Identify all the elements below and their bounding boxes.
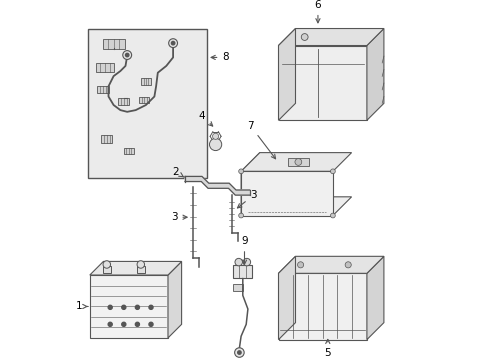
Bar (137, 266, 144, 273)
Circle shape (294, 158, 301, 165)
Circle shape (330, 169, 335, 174)
Polygon shape (241, 153, 351, 171)
Bar (287, 158, 308, 166)
Polygon shape (278, 256, 295, 339)
Circle shape (234, 348, 244, 357)
Text: 5: 5 (324, 339, 330, 357)
Circle shape (149, 305, 153, 309)
Circle shape (209, 138, 221, 150)
Circle shape (108, 305, 112, 309)
Text: 3: 3 (237, 190, 256, 208)
Circle shape (122, 305, 125, 309)
Polygon shape (90, 275, 168, 338)
Circle shape (237, 351, 241, 354)
Text: 9: 9 (241, 236, 247, 264)
Text: 6: 6 (314, 0, 321, 23)
Text: 3: 3 (170, 212, 187, 222)
Polygon shape (168, 261, 181, 338)
Bar (141, 78, 150, 85)
Polygon shape (366, 256, 383, 339)
Polygon shape (278, 28, 383, 45)
Circle shape (122, 51, 131, 59)
Bar (96, 63, 114, 72)
Polygon shape (241, 153, 259, 216)
Text: 1: 1 (76, 301, 88, 311)
Circle shape (168, 39, 177, 48)
Text: 2: 2 (172, 167, 184, 177)
Circle shape (301, 33, 307, 40)
Circle shape (238, 169, 243, 174)
Polygon shape (184, 176, 249, 195)
Polygon shape (241, 171, 332, 216)
Circle shape (238, 213, 243, 218)
Circle shape (212, 133, 218, 139)
Circle shape (125, 53, 129, 57)
Circle shape (135, 322, 139, 327)
Bar (118, 98, 129, 105)
Text: 8: 8 (211, 53, 228, 62)
Circle shape (171, 41, 174, 45)
Text: 7: 7 (246, 121, 275, 159)
Bar (139, 96, 149, 103)
Circle shape (330, 213, 335, 218)
Bar (233, 284, 243, 291)
Polygon shape (241, 197, 351, 216)
Text: 4: 4 (198, 111, 212, 126)
Bar (97, 86, 109, 94)
Circle shape (103, 261, 110, 268)
Polygon shape (278, 273, 366, 339)
Circle shape (137, 261, 144, 268)
Circle shape (345, 262, 350, 268)
Polygon shape (278, 45, 366, 120)
Circle shape (149, 322, 153, 327)
Bar (233, 265, 252, 278)
Circle shape (135, 305, 139, 309)
Bar (88, 28, 207, 178)
Polygon shape (278, 256, 383, 273)
Polygon shape (278, 28, 295, 120)
Bar (102, 39, 124, 49)
Bar (123, 148, 134, 154)
Circle shape (297, 262, 303, 268)
Polygon shape (366, 28, 383, 120)
Circle shape (235, 258, 242, 266)
Circle shape (108, 322, 112, 327)
Circle shape (243, 258, 250, 266)
Bar (102, 266, 111, 273)
Polygon shape (90, 261, 181, 275)
Bar (101, 135, 112, 143)
Circle shape (122, 322, 125, 327)
